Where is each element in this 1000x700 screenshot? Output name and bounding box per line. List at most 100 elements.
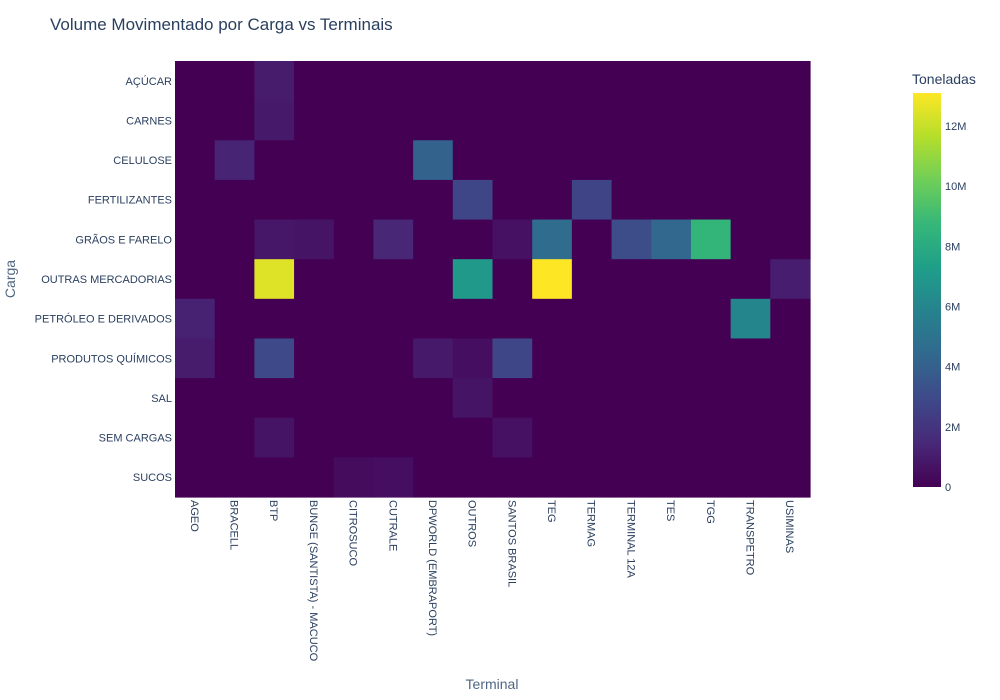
- heatmap-cell: [214, 140, 255, 181]
- x-tick-label: BUNGE (SANTISTA) - MACUCO: [307, 500, 319, 662]
- colorbar-tick-labels: 0 2M 4M 6M 8M 10M 12M: [945, 121, 966, 494]
- heatmap-cell: [690, 298, 732, 340]
- heatmap-cell: [254, 298, 295, 340]
- x-tick-label: BTP: [267, 500, 279, 521]
- heatmap-cell: [294, 338, 335, 379]
- heatmap-cell: [651, 417, 692, 458]
- heatmap-cell: [730, 219, 771, 260]
- heatmap-cell: [532, 378, 573, 419]
- heatmap-cell: [294, 417, 335, 458]
- heatmap-cell: [730, 259, 771, 300]
- heatmap-cell: [333, 378, 375, 419]
- heatmap-cell: [452, 298, 494, 340]
- heatmap-cell: [452, 417, 494, 458]
- heatmap-cell: [333, 457, 375, 498]
- heatmap-cell: [214, 378, 255, 419]
- heatmap-cell: [532, 457, 573, 498]
- y-tick-label: AÇÚCAR: [126, 75, 173, 88]
- y-axis-tick-labels: AÇÚCAR CARNES CELULOSE FERTILIZANTES GRÃOS E…: [35, 75, 173, 484]
- x-tick-label: TRANSPETRO: [743, 500, 755, 576]
- heatmap-cell: [690, 338, 732, 379]
- heatmap-cell: [413, 378, 454, 419]
- colorbar-tick-label: 12M: [945, 121, 966, 133]
- heatmap-cell: [294, 259, 335, 300]
- heatmap-cell: [373, 179, 414, 221]
- x-tick-label: BRACELL: [228, 500, 240, 550]
- heatmap-cell: [413, 457, 454, 498]
- heatmap-cell: [571, 457, 613, 498]
- heatmap-cell: [690, 417, 732, 458]
- heatmap-cell: [611, 338, 652, 379]
- y-tick-label: SUCOS: [133, 472, 172, 484]
- heatmap-cell: [651, 61, 692, 102]
- heatmap-cell: [730, 100, 771, 141]
- heatmap-cell: [214, 417, 255, 458]
- y-tick-label: CELULOSE: [113, 155, 172, 167]
- heatmap-cell: [333, 338, 375, 379]
- heatmap-cell: [611, 259, 652, 300]
- heatmap-cell: [452, 61, 494, 102]
- chart-title: Volume Movimentado por Carga vs Terminai…: [50, 15, 393, 34]
- heatmap-cell: [254, 417, 295, 458]
- heatmap-cell: [532, 140, 573, 181]
- heatmap-cell: [770, 457, 811, 498]
- heatmap-cell: [690, 219, 732, 260]
- heatmap-cell: [214, 259, 255, 300]
- heatmap-cell: [413, 417, 454, 458]
- heatmap-cell: [770, 61, 811, 102]
- heatmap-cell: [413, 140, 454, 181]
- colorbar: [913, 93, 941, 487]
- heatmap-cell: [571, 219, 613, 260]
- heatmap-cell: [254, 219, 295, 260]
- heatmap-cell: [413, 259, 454, 300]
- heatmap-cell: [611, 417, 652, 458]
- heatmap-cell: [611, 219, 652, 260]
- heatmap-cell: [651, 457, 692, 498]
- heatmap-cell: [175, 338, 216, 379]
- heatmap-cell: [294, 179, 335, 221]
- heatmap-cell: [254, 457, 295, 498]
- heatmap-cell: [373, 61, 414, 102]
- x-tick-label: TEG: [545, 500, 557, 523]
- y-tick-label: CARNES: [126, 115, 172, 127]
- y-tick-label: SAL: [151, 393, 172, 405]
- heatmap-cell: [571, 259, 613, 300]
- heatmap-cell: [690, 140, 732, 181]
- heatmap-cell: [294, 378, 335, 419]
- heatmap-cell: [770, 140, 811, 181]
- heatmap-cell: [175, 219, 216, 260]
- y-axis-title: Carga: [2, 260, 18, 298]
- heatmap-cell: [214, 338, 255, 379]
- heatmap-cell: [532, 417, 573, 458]
- heatmap-cell: [333, 417, 375, 458]
- heatmap-cell: [254, 179, 295, 221]
- x-axis-tick-labels: AGEO BRACELL BTP BUNGE (SANTISTA) - MACUCO C…: [188, 500, 795, 662]
- heatmap-cell: [413, 100, 454, 141]
- heatmap-cell: [175, 298, 216, 340]
- heatmap-cell: [452, 140, 494, 181]
- heatmap-cell: [611, 140, 652, 181]
- heatmap-cell: [651, 179, 692, 221]
- heatmap-cell: [690, 100, 732, 141]
- heatmap-cell: [373, 378, 414, 419]
- y-tick-label: PETRÓLEO E DERIVADOS: [35, 313, 172, 326]
- x-tick-label: CITROSUCO: [347, 500, 359, 566]
- heatmap-cell: [770, 417, 811, 458]
- heatmap-cell: [611, 61, 652, 102]
- heatmap-cell: [730, 179, 771, 221]
- colorbar-tick-label: 0: [945, 482, 951, 494]
- colorbar-tick-label: 6M: [945, 302, 960, 314]
- heatmap-cell: [294, 298, 335, 340]
- heatmap-cell: [373, 140, 414, 181]
- heatmap-cell: [333, 100, 375, 141]
- heatmap-cell: [730, 378, 771, 419]
- heatmap-cell: [214, 100, 255, 141]
- heatmap-cell: [492, 417, 533, 458]
- heatmap-cell: [175, 378, 216, 419]
- heatmap-cell: [294, 457, 335, 498]
- heatmap-cell: [730, 298, 771, 340]
- x-tick-label: AGEO: [188, 500, 200, 532]
- heatmap-cell: [214, 298, 255, 340]
- heatmap-cell: [254, 140, 295, 181]
